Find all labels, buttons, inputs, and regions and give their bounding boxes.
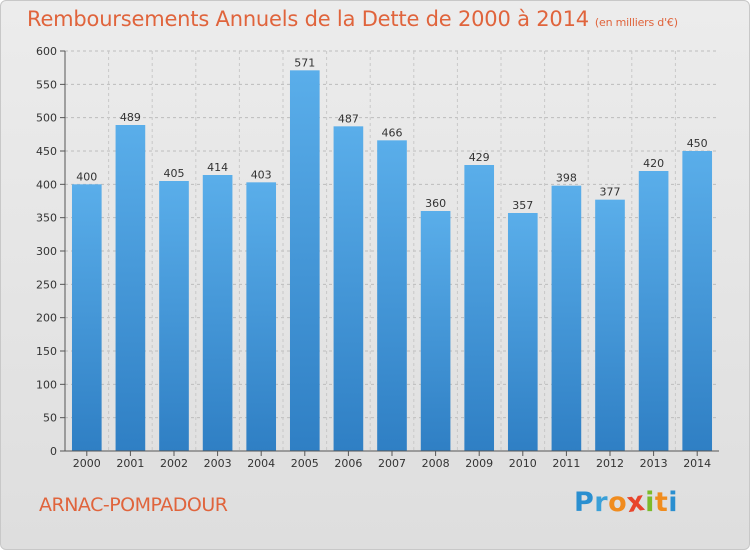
x-tick-label-2000: 2000 (73, 457, 101, 470)
bar-2008 (420, 211, 451, 451)
x-tick-label-2006: 2006 (334, 457, 362, 470)
y-tick-label: 100 (36, 378, 57, 391)
bar-2004 (246, 182, 277, 452)
y-tick-label: 350 (36, 212, 57, 225)
logo-letter: o (608, 487, 628, 518)
bar-2002 (159, 181, 189, 451)
bar-2003 (202, 175, 233, 451)
logo-letter: P (574, 487, 595, 518)
bar-2005 (289, 70, 320, 451)
value-label-2004: 403 (251, 168, 272, 181)
value-label-2002: 405 (164, 167, 185, 180)
value-label-2007: 466 (382, 126, 403, 139)
x-tick-label-2002: 2002 (160, 457, 188, 470)
y-tick-label: 0 (50, 445, 57, 458)
value-label-2003: 414 (207, 161, 228, 174)
value-label-2009: 429 (469, 151, 490, 164)
bar-2001 (115, 125, 146, 451)
value-label-2005: 571 (294, 56, 315, 69)
y-tick-label: 550 (36, 78, 57, 91)
x-tick-label-2012: 2012 (596, 457, 624, 470)
bar-2013 (638, 171, 669, 451)
y-tick-label: 50 (43, 412, 57, 425)
value-label-2008: 360 (425, 197, 446, 210)
x-tick-label-2005: 2005 (291, 457, 319, 470)
bar-2000 (71, 184, 102, 452)
x-tick-label-2003: 2003 (204, 457, 232, 470)
bar-2011 (551, 185, 582, 451)
bar-2010 (507, 213, 538, 451)
y-tick-label: 450 (36, 145, 57, 158)
x-tick-label-2013: 2013 (640, 457, 668, 470)
labels: 0 50 100 150 200 250 300 350 400 450 500 550 600 400 2… (36, 45, 711, 470)
value-label-2011: 398 (556, 172, 577, 185)
chart-title-text: Remboursements Annuels de la Dette de 20… (27, 7, 589, 31)
y-tick-label: 500 (36, 112, 57, 125)
value-label-2014: 450 (687, 137, 708, 150)
y-tick-label: 300 (36, 245, 57, 258)
x-tick-label-2001: 2001 (116, 457, 144, 470)
bar-2014 (682, 151, 713, 451)
commune-name: ARNAC-POMPADOUR (39, 494, 228, 516)
logo-letter: t (654, 487, 669, 518)
logo-letter: i (668, 487, 679, 518)
bar-2006 (333, 126, 364, 451)
value-label-2010: 357 (512, 199, 533, 212)
bar-2009 (464, 165, 495, 451)
x-tick-label-2008: 2008 (422, 457, 450, 470)
chart-title: Remboursements Annuels de la Dette de 20… (27, 7, 678, 31)
axes (60, 50, 719, 456)
x-tick-label-2010: 2010 (509, 457, 537, 470)
value-label-2006: 487 (338, 112, 359, 125)
x-tick-label-2014: 2014 (683, 457, 711, 470)
chart-subtitle: (en milliers d'€) (594, 16, 678, 29)
x-tick-label-2007: 2007 (378, 457, 406, 470)
y-tick-label: 250 (36, 278, 57, 291)
logo-letter: i (645, 487, 655, 518)
value-label-2012: 377 (600, 186, 621, 199)
value-label-2001: 489 (120, 111, 141, 124)
value-label-2013: 420 (643, 157, 664, 170)
y-tick-label: 600 (36, 45, 57, 58)
x-tick-label-2011: 2011 (552, 457, 580, 470)
y-tick-label: 400 (36, 178, 57, 191)
value-label-2000: 400 (76, 170, 97, 183)
bar-2012 (595, 199, 625, 451)
bar-2007 (377, 140, 407, 452)
x-tick-label-2009: 2009 (465, 457, 493, 470)
y-tick-label: 150 (36, 345, 57, 358)
proxiti-logo: Proxiti (574, 485, 679, 520)
y-tick-label: 200 (36, 312, 57, 325)
bars (71, 70, 713, 452)
x-tick-label-2004: 2004 (247, 457, 275, 470)
logo-letter: x (625, 485, 648, 520)
logo-letter: r (594, 487, 609, 518)
